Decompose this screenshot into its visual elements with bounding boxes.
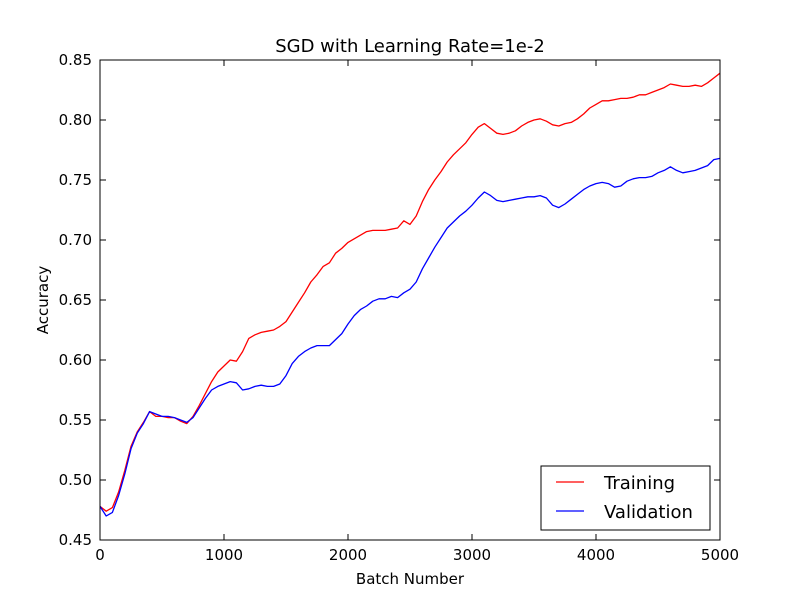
x-tick-label: 2000 (329, 546, 367, 564)
y-tick-label: 0.70 (59, 231, 92, 249)
legend: Training Validation (540, 465, 711, 531)
y-tick-label: 0.55 (59, 411, 92, 429)
x-tick-label: 1000 (205, 546, 243, 564)
legend-label-training: Training (603, 473, 675, 494)
y-tick-label: 0.80 (59, 111, 92, 129)
series-line-validation (99, 157, 721, 517)
x-tick-label: 5000 (701, 546, 739, 564)
legend-label-validation: Validation (604, 502, 693, 523)
x-tick-label: 0 (95, 546, 105, 564)
ticks-layer: 0 1000 2000 3000 4000 5000 0.45 0.50 0.55 0.60 0.6… (59, 51, 740, 564)
legend-box (540, 465, 711, 531)
series-layer (99, 72, 721, 517)
y-axis-label: Accuracy (34, 266, 52, 335)
y-tick-label: 0.45 (59, 531, 92, 549)
y-tick-label: 0.75 (59, 171, 92, 189)
x-tick-label: 4000 (577, 546, 615, 564)
x-axis-label: Batch Number (356, 570, 465, 588)
y-tick-label: 0.60 (59, 351, 92, 369)
y-tick-label: 0.65 (59, 291, 92, 309)
y-tick-label: 0.50 (59, 471, 92, 489)
y-tick-label: 0.85 (59, 51, 92, 69)
series-line-training (99, 72, 721, 512)
x-tick-label: 3000 (453, 546, 491, 564)
chart-title: SGD with Learning Rate=1e-2 (275, 36, 545, 57)
